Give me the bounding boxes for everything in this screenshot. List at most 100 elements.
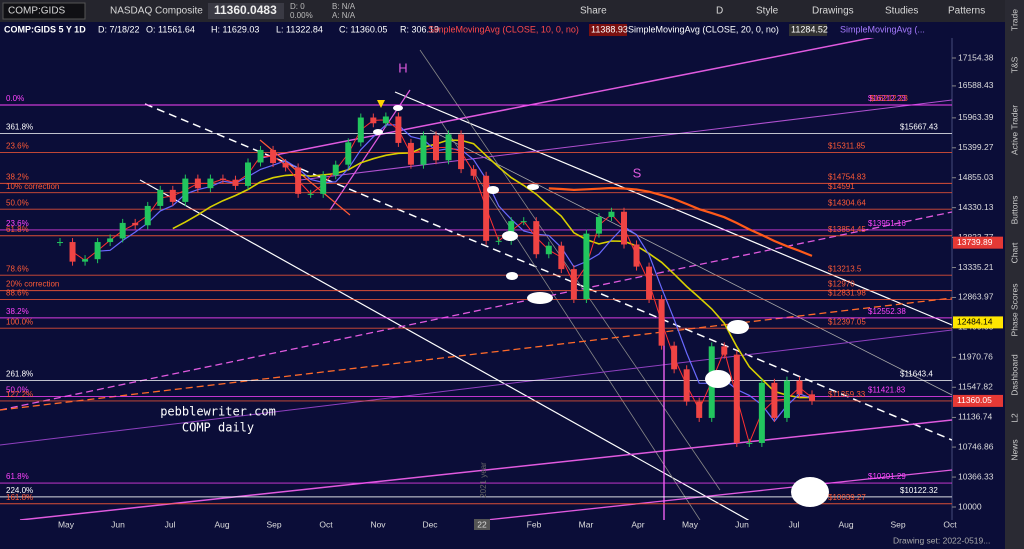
level-label: 50.0% bbox=[6, 198, 29, 207]
candle bbox=[458, 134, 465, 170]
y-tick-label: 12863.97 bbox=[958, 292, 994, 302]
toolbar-button[interactable]: Share bbox=[580, 6, 607, 17]
candle bbox=[82, 259, 89, 262]
level-price: $12831.98 bbox=[828, 289, 866, 298]
symbol-box[interactable] bbox=[2, 2, 86, 20]
candle bbox=[721, 346, 728, 355]
ellipse bbox=[791, 477, 829, 507]
x-tick-label: Jun bbox=[735, 519, 749, 529]
level-label: 23.6% bbox=[6, 142, 29, 151]
candle bbox=[595, 217, 602, 234]
x-tick-label: Aug bbox=[838, 519, 853, 529]
level-price: $10039.27 bbox=[828, 493, 866, 502]
toolbar-button[interactable]: Drawings bbox=[812, 6, 854, 17]
level-label: 38.2% bbox=[6, 172, 29, 181]
level-label: 261.8% bbox=[6, 370, 33, 379]
candle bbox=[407, 142, 414, 165]
candle bbox=[433, 135, 439, 161]
candle bbox=[495, 240, 502, 242]
trendline bbox=[419, 49, 721, 491]
annotation: S bbox=[633, 165, 642, 180]
candle bbox=[332, 164, 339, 176]
y-tick-label: 11547.82 bbox=[958, 382, 993, 392]
info-field: H: 11629.03 bbox=[211, 24, 259, 34]
level-price: $13213.5 bbox=[828, 264, 862, 273]
info-field: O: 11561.64 bbox=[146, 24, 195, 34]
level-price: $16212.23 bbox=[868, 94, 906, 103]
candle bbox=[420, 135, 427, 165]
toolbar-button[interactable]: Style bbox=[756, 6, 779, 17]
bid: B: N/A bbox=[332, 2, 356, 11]
level-label: 100.0% bbox=[6, 317, 33, 326]
candle bbox=[445, 134, 452, 161]
ellipse bbox=[487, 186, 499, 194]
last-box bbox=[208, 3, 284, 19]
y-tick-label: 13335.21 bbox=[958, 262, 994, 272]
x-tick-label: Mar bbox=[579, 519, 594, 529]
y-tick-label: 15963.39 bbox=[958, 112, 994, 122]
level-price: $11643.4 bbox=[900, 370, 933, 379]
x-tick-label: Apr bbox=[631, 519, 644, 529]
x-tick-label: Feb bbox=[527, 519, 542, 529]
sidebar-tab[interactable]: Chart bbox=[1009, 242, 1019, 263]
sidebar-tab[interactable]: L2 bbox=[1009, 413, 1019, 423]
level-label: 61.8% bbox=[6, 225, 29, 234]
sidebar-tab[interactable]: T&S bbox=[1009, 56, 1019, 73]
candle bbox=[245, 162, 251, 186]
level-price: $10291.29 bbox=[868, 472, 906, 481]
ellipse bbox=[727, 320, 749, 334]
level-price: $13854.45 bbox=[828, 225, 866, 234]
candle bbox=[508, 221, 515, 241]
x-tick-label: Jul bbox=[165, 519, 176, 529]
candle bbox=[746, 442, 753, 444]
sidebar-tab[interactable]: Buttons bbox=[1009, 196, 1019, 225]
y-tick-label: 10366.33 bbox=[958, 471, 994, 481]
trendline bbox=[139, 179, 750, 520]
symbol[interactable]: COMP:GIDS bbox=[8, 6, 66, 17]
level-label: 23.6% bbox=[6, 219, 29, 228]
sidebar-tab[interactable]: Trade bbox=[1009, 9, 1019, 31]
level-price: $14304.64 bbox=[828, 198, 866, 207]
x-tick-label: Dec bbox=[422, 519, 438, 529]
level-price: $14754.83 bbox=[828, 172, 866, 181]
candle bbox=[771, 382, 778, 418]
candle bbox=[257, 149, 264, 163]
trendline bbox=[0, 329, 952, 446]
y-tick-label: 10746.86 bbox=[958, 441, 994, 451]
x-tick-label: Jul bbox=[789, 519, 800, 529]
toolbar-button[interactable]: D bbox=[716, 6, 723, 17]
annotation: pebblewriter.com bbox=[160, 405, 276, 419]
toolbar-button[interactable]: Studies bbox=[885, 6, 918, 17]
ellipse bbox=[393, 105, 403, 111]
x-tick-label: Oct bbox=[319, 519, 333, 529]
toolbar-button[interactable]: Patterns bbox=[948, 6, 985, 17]
candle bbox=[169, 189, 176, 202]
price-tag bbox=[953, 236, 1003, 249]
level-price: $13951.16 bbox=[868, 219, 906, 228]
candle bbox=[533, 221, 540, 255]
sidebar-tab[interactable]: News bbox=[1009, 439, 1019, 460]
candle bbox=[194, 178, 201, 189]
level-label: 0.0% bbox=[6, 94, 24, 103]
candle bbox=[608, 211, 615, 218]
candle bbox=[671, 345, 678, 370]
sidebar-tab[interactable]: Active Trader bbox=[1009, 105, 1019, 155]
candle bbox=[219, 178, 226, 180]
candle bbox=[94, 242, 101, 260]
candle bbox=[132, 222, 139, 226]
study-value-box bbox=[589, 24, 627, 36]
ellipse bbox=[527, 184, 539, 190]
sidebar-tab[interactable]: Phase Scores bbox=[1009, 284, 1019, 337]
candle bbox=[370, 117, 377, 124]
study-value-box bbox=[789, 24, 827, 36]
info-field: COMP:GIDS 5 Y 1D bbox=[4, 24, 86, 34]
level-label: 88.6% bbox=[6, 289, 29, 298]
level-price: $12970 bbox=[828, 280, 855, 289]
sidebar-tab[interactable]: Dashboard bbox=[1009, 354, 1019, 396]
chart-area bbox=[0, 38, 1005, 520]
candle bbox=[182, 178, 189, 202]
candle bbox=[320, 175, 327, 194]
trendline bbox=[429, 129, 952, 396]
level-price: $14591 bbox=[828, 182, 855, 191]
